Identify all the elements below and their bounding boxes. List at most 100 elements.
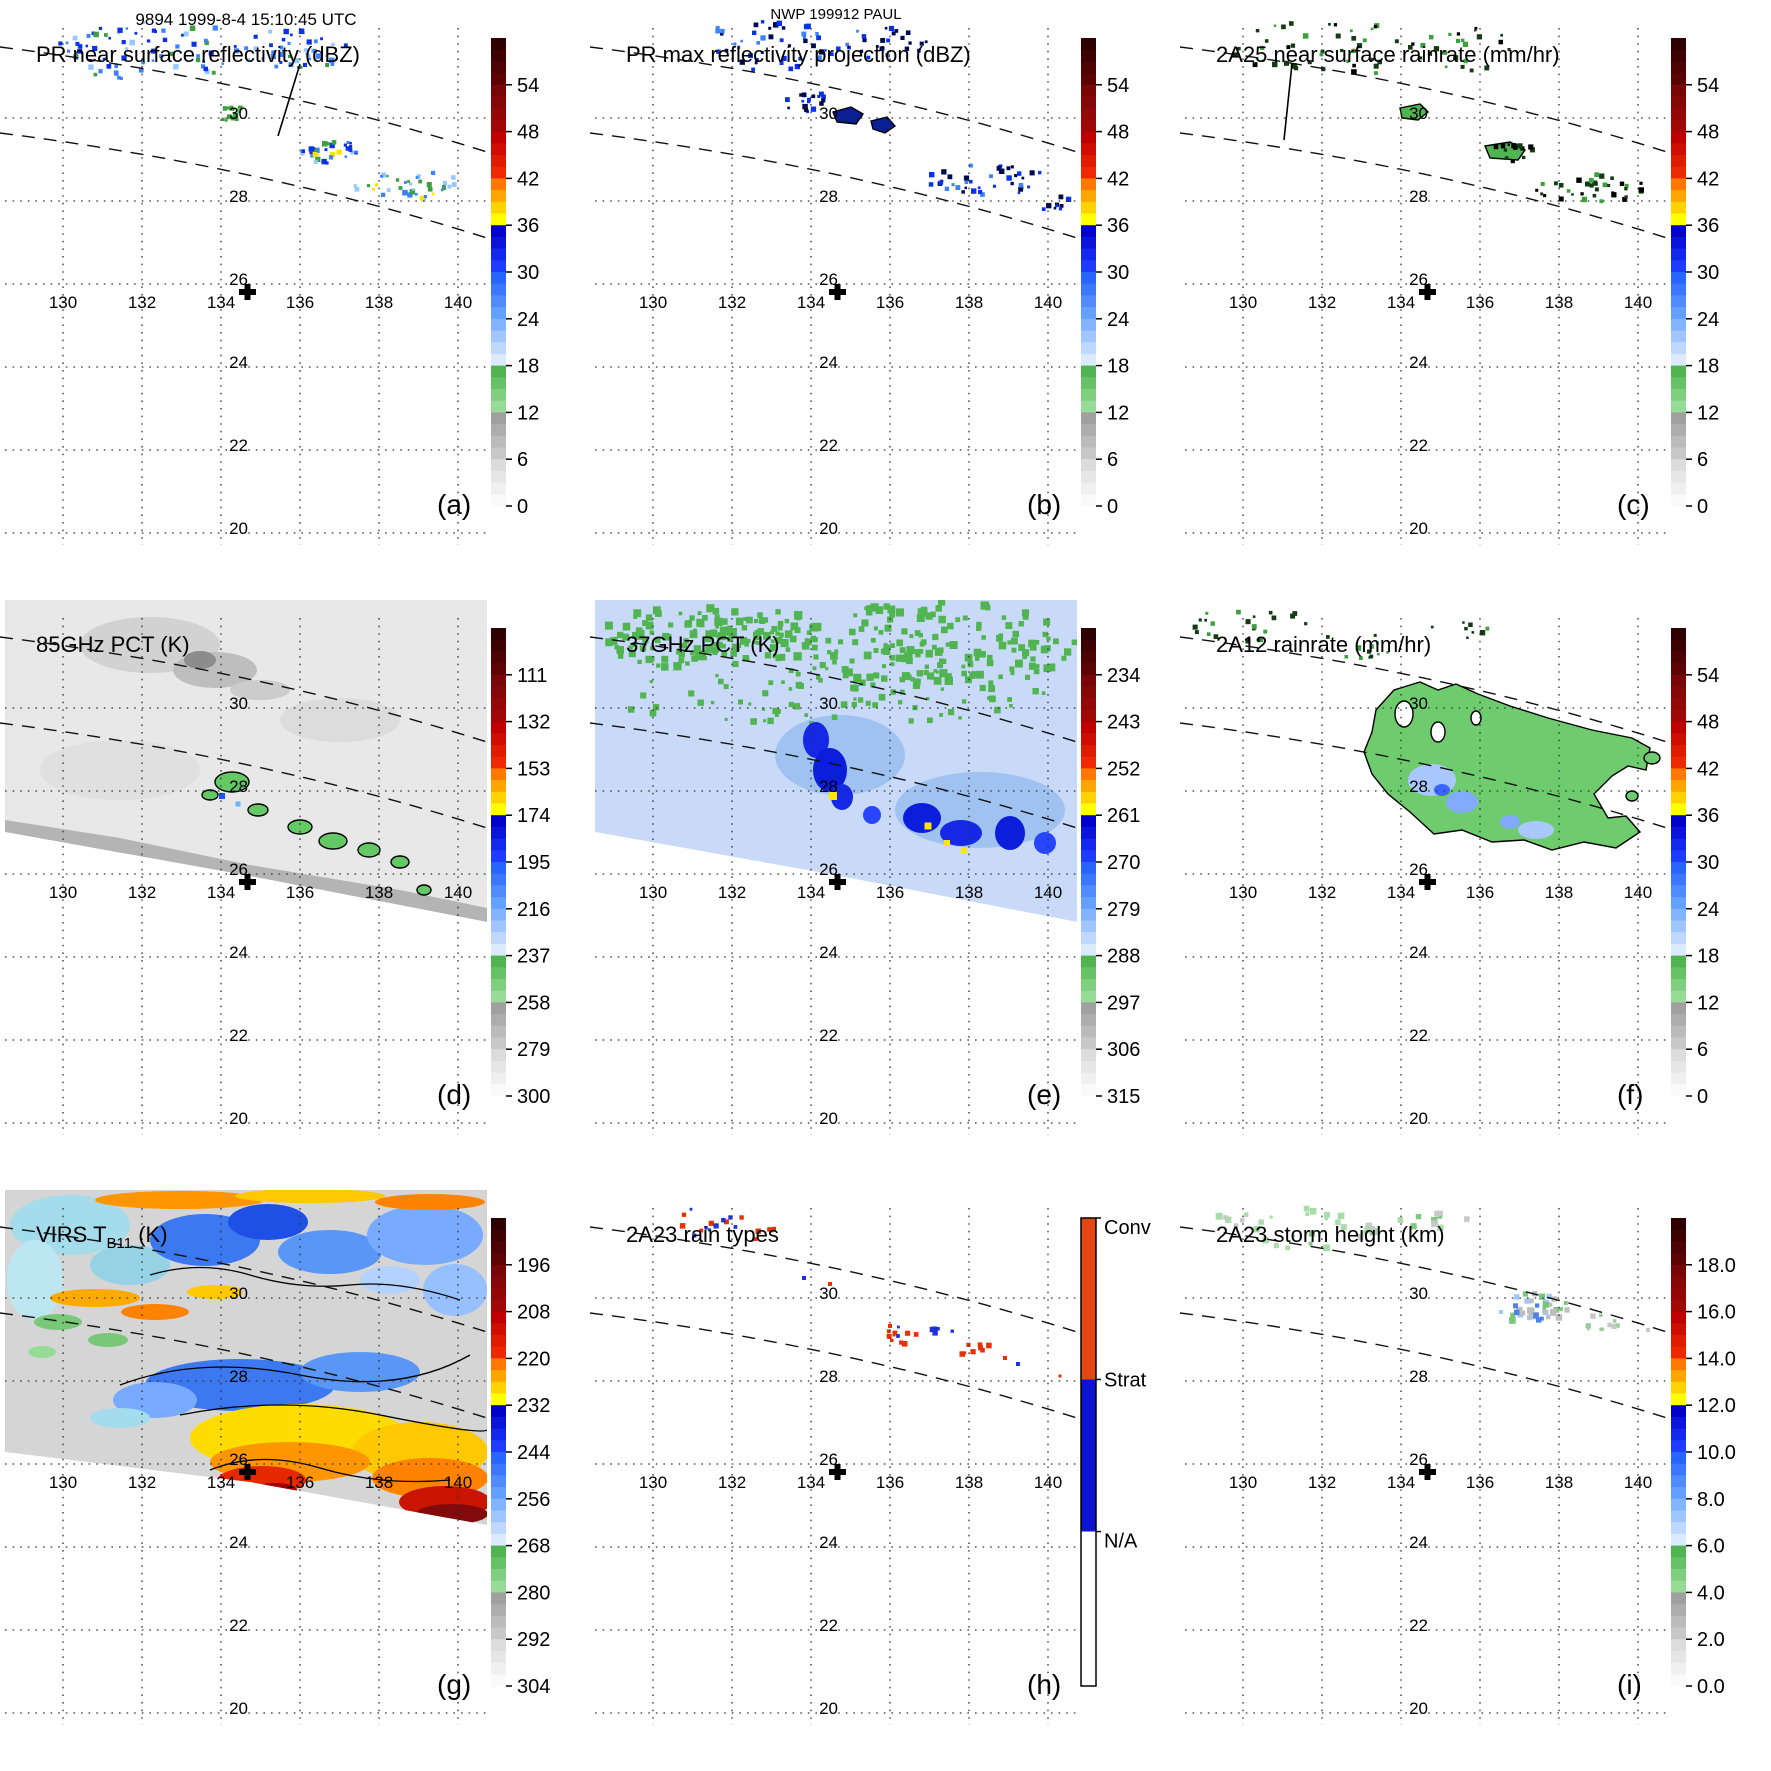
svg-text:136: 136 xyxy=(876,1473,904,1492)
svg-text:20: 20 xyxy=(229,1699,248,1718)
svg-text:16.0: 16.0 xyxy=(1697,1302,1736,1324)
svg-text:136: 136 xyxy=(286,293,314,312)
map-data-layer xyxy=(58,21,457,202)
svg-text:22: 22 xyxy=(819,436,838,455)
svg-text:26: 26 xyxy=(229,860,248,879)
svg-text:20: 20 xyxy=(1409,1109,1428,1128)
swath-edge-lines xyxy=(590,1226,1078,1419)
storm-center-cross xyxy=(1419,1464,1436,1480)
panel-f-cell: 130 132 134 136 138 140 30 28 26 24 22 20 2A12 rainr… xyxy=(1180,590,1770,1180)
swath-edge-lines xyxy=(590,636,1078,829)
svg-text:136: 136 xyxy=(286,1473,314,1492)
svg-text:Strat: Strat xyxy=(1104,1369,1147,1391)
svg-text:24: 24 xyxy=(1409,353,1428,372)
panel-letter: (f) xyxy=(1617,1079,1643,1110)
panel-title: 85GHz PCT (K) xyxy=(36,632,190,657)
svg-text:138: 138 xyxy=(1545,883,1573,902)
map-data-layer xyxy=(715,20,1072,211)
svg-text:28: 28 xyxy=(229,1367,248,1386)
svg-text:140: 140 xyxy=(444,1473,472,1492)
svg-text:315: 315 xyxy=(1107,1086,1140,1108)
storm-name-header: NWP 199912 PAUL xyxy=(770,6,902,23)
panel-d-cell: 130 132 134 136 138 140 30 28 26 24 22 20 85GHz PCT … xyxy=(0,590,590,1180)
svg-text:48: 48 xyxy=(517,122,539,144)
colorbar: 54 48 42 36 30 24 18 12 6 0 xyxy=(1671,628,1719,1108)
svg-text:28: 28 xyxy=(819,1367,838,1386)
colorbar: 54 48 42 36 30 24 18 12 6 0 xyxy=(1081,38,1129,518)
svg-text:54: 54 xyxy=(517,75,539,97)
svg-text:30: 30 xyxy=(1697,852,1719,874)
svg-text:28: 28 xyxy=(1409,187,1428,206)
svg-text:134: 134 xyxy=(207,883,235,902)
svg-text:140: 140 xyxy=(1034,293,1062,312)
svg-text:22: 22 xyxy=(229,1616,248,1635)
panel-letter: (d) xyxy=(437,1079,471,1110)
svg-text:54: 54 xyxy=(1697,665,1719,687)
panel-title: 37GHz PCT (K) xyxy=(626,632,780,657)
svg-text:20: 20 xyxy=(229,519,248,538)
svg-text:140: 140 xyxy=(1624,293,1652,312)
svg-text:18.0: 18.0 xyxy=(1697,1255,1736,1277)
panel-title: PR near surface reflectivity (dBZ) xyxy=(36,42,360,67)
swath-edge-lines xyxy=(0,1226,488,1419)
svg-text:36: 36 xyxy=(1107,215,1129,237)
svg-text:28: 28 xyxy=(1409,777,1428,796)
svg-text:30: 30 xyxy=(1107,262,1129,284)
axis-labels: 130 132 134 136 138 140 30 28 26 24 22 20 xyxy=(639,694,1062,1128)
svg-text:256: 256 xyxy=(517,1489,550,1511)
svg-text:130: 130 xyxy=(1229,1473,1257,1492)
panel-letter: (c) xyxy=(1617,489,1650,520)
svg-text:261: 261 xyxy=(1107,805,1140,827)
swath-edge-lines xyxy=(0,46,488,239)
svg-text:18: 18 xyxy=(517,356,539,378)
svg-text:48: 48 xyxy=(1697,712,1719,734)
colorbar: 196 208 220 232 244 256 268 280 292 304 xyxy=(491,1218,550,1698)
map-data-layer xyxy=(1232,21,1644,204)
axis-labels: 130 132 134 136 138 140 30 28 26 24 22 20 xyxy=(639,1284,1062,1718)
svg-text:22: 22 xyxy=(1409,436,1428,455)
svg-text:138: 138 xyxy=(365,883,393,902)
panel-letter: (a) xyxy=(437,489,471,520)
svg-text:292: 292 xyxy=(517,1629,550,1651)
svg-text:138: 138 xyxy=(365,293,393,312)
svg-text:136: 136 xyxy=(1466,293,1494,312)
panel-letter: (g) xyxy=(437,1669,471,1700)
svg-text:6: 6 xyxy=(1107,449,1118,471)
svg-text:30: 30 xyxy=(517,262,539,284)
panel-title: 2A23 storm height (km) xyxy=(1216,1222,1445,1247)
panel-b-figure: 130 132 134 136 138 140 30 28 26 24 22 20 PR max ref… xyxy=(590,20,1129,545)
svg-text:134: 134 xyxy=(207,1473,235,1492)
svg-text:26: 26 xyxy=(1409,860,1428,879)
svg-text:244: 244 xyxy=(517,1442,550,1464)
svg-text:36: 36 xyxy=(1697,805,1719,827)
orbit-timestamp-header: 9894 1999-8-4 15:10:45 UTC xyxy=(135,10,357,29)
svg-text:132: 132 xyxy=(718,883,746,902)
svg-text:22: 22 xyxy=(819,1026,838,1045)
storm-center-cross xyxy=(239,874,256,890)
svg-text:132: 132 xyxy=(517,712,550,734)
svg-text:279: 279 xyxy=(1107,899,1140,921)
panel-a-figure: 130 132 134 136 138 140 30 28 26 24 22 20 PR near su… xyxy=(0,21,539,545)
svg-text:134: 134 xyxy=(797,293,825,312)
panel-e-figure: 130 132 134 136 138 140 30 28 26 24 22 20 37GHz PCT … xyxy=(590,600,1140,1135)
svg-text:132: 132 xyxy=(1308,883,1336,902)
svg-text:20: 20 xyxy=(1409,1699,1428,1718)
colorbar: 18.0 16.0 14.0 12.0 10.0 8.0 6.0 4.0 2.0 0.0 xyxy=(1671,1218,1736,1698)
panel-letter: (b) xyxy=(1027,489,1061,520)
svg-text:12: 12 xyxy=(1697,992,1719,1014)
svg-text:140: 140 xyxy=(1624,1473,1652,1492)
svg-text:24: 24 xyxy=(517,309,539,331)
svg-text:22: 22 xyxy=(229,436,248,455)
svg-text:14.0: 14.0 xyxy=(1697,1348,1736,1370)
svg-text:22: 22 xyxy=(1409,1026,1428,1045)
panel-i-figure: 130 132 134 136 138 140 30 28 26 24 22 20 2A23 storm… xyxy=(1180,1205,1736,1725)
graticule xyxy=(5,618,487,1135)
svg-text:234: 234 xyxy=(1107,665,1140,687)
panel-h-figure: 130 132 134 136 138 140 30 28 26 24 22 20 2A23 rain … xyxy=(590,1207,1151,1725)
svg-text:20: 20 xyxy=(819,519,838,538)
map-data-layer xyxy=(595,600,1077,922)
svg-text:24: 24 xyxy=(1409,943,1428,962)
map-data-layer xyxy=(1192,609,1661,851)
svg-text:20: 20 xyxy=(1409,519,1428,538)
svg-text:134: 134 xyxy=(797,883,825,902)
